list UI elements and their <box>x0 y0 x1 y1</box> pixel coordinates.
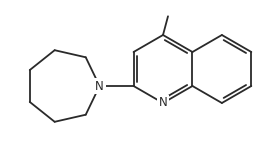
Text: N: N <box>159 97 167 109</box>
Text: N: N <box>95 79 104 93</box>
